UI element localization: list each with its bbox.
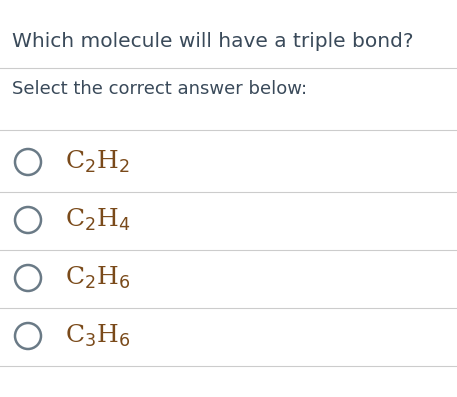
Text: C$_2$H$_6$: C$_2$H$_6$ [65,265,130,291]
Text: C$_3$H$_6$: C$_3$H$_6$ [65,323,130,349]
Text: Which molecule will have a triple bond?: Which molecule will have a triple bond? [12,32,414,51]
Text: C$_2$H$_2$: C$_2$H$_2$ [65,149,130,175]
Text: C$_2$H$_4$: C$_2$H$_4$ [65,207,130,233]
Text: Select the correct answer below:: Select the correct answer below: [12,80,307,98]
